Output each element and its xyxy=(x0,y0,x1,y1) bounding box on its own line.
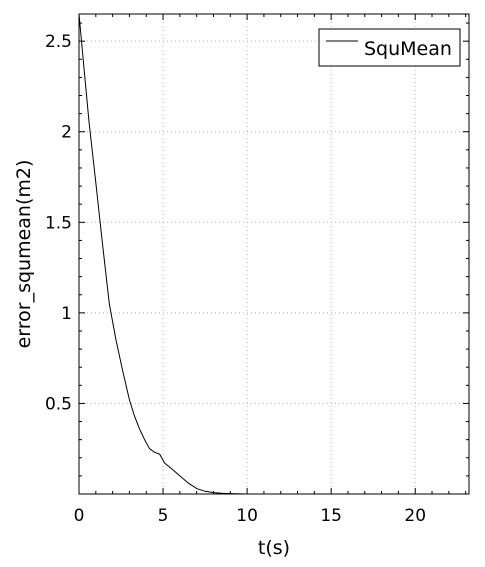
y-axis-label: error_squmean(m2) xyxy=(13,160,35,349)
tick-layer xyxy=(78,14,469,494)
label-layer: 0 5 10 15 20 0.5 1 1.5 2 2.5 xyxy=(45,32,426,526)
y-tick-label: 1 xyxy=(61,304,72,324)
y-tick-label: 2 xyxy=(61,123,72,143)
x-axis-label: t(s) xyxy=(258,537,290,559)
series-layer xyxy=(78,13,248,495)
x-tick-label: 5 xyxy=(158,506,169,526)
plot-frame xyxy=(78,13,470,495)
x-tick-label: 15 xyxy=(320,506,342,526)
series-line-squmean xyxy=(78,13,248,495)
grid-layer xyxy=(79,14,469,494)
y-tick-label: 2.5 xyxy=(45,32,72,52)
legend-box xyxy=(318,28,461,67)
x-tick-label: 20 xyxy=(404,506,426,526)
x-tick-label: 10 xyxy=(236,506,258,526)
x-tick-label: 0 xyxy=(74,506,85,526)
legend: SquMean xyxy=(318,28,461,67)
y-tick-label: 1.5 xyxy=(45,213,72,233)
legend-label-squmean: SquMean xyxy=(364,38,452,60)
y-tick-label: 0.5 xyxy=(45,394,72,414)
